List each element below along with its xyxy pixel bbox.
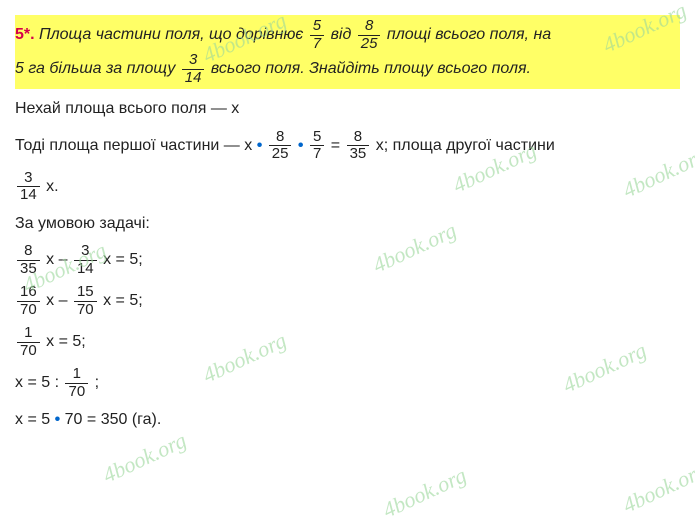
problem-text-3: площі всього поля, на xyxy=(387,26,551,43)
problem-text-5: всього поля. Знайдіть площу всього поля. xyxy=(211,60,531,77)
solution-line-1: Нехай площа всього поля — x xyxy=(15,96,680,122)
problem-text-4: 5 га більша за площу xyxy=(15,60,175,77)
equation-4: x = 5 : 1 70 ; xyxy=(15,366,680,400)
multiply-dot: • xyxy=(257,137,263,154)
equation-3: 1 70 x = 5; xyxy=(15,325,680,359)
frac-3-14-b: 3 14 xyxy=(17,170,40,204)
solution-line-2: Тоді площа першої частини — x • 8 25 • 5… xyxy=(15,129,680,163)
frac-8-35: 8 35 xyxy=(347,129,370,163)
frac-3-14-c: 3 14 xyxy=(74,243,97,277)
frac-8-25-b: 8 25 xyxy=(269,129,292,163)
frac-5-7: 5 7 xyxy=(310,18,324,52)
solution-line-4: За умовою задачі: xyxy=(15,211,680,237)
frac-3-14: 3 14 xyxy=(182,52,205,86)
multiply-dot: • xyxy=(298,137,304,154)
frac-1-70-b: 1 70 xyxy=(65,366,88,400)
problem-text-2: від xyxy=(331,26,352,43)
frac-15-70: 15 70 xyxy=(74,284,97,318)
equation-5: x = 5 • 70 = 350 (га). xyxy=(15,407,680,433)
watermark: 4book.org xyxy=(97,423,193,493)
frac-8-25: 8 25 xyxy=(358,18,381,52)
solution-line-3: 3 14 x. xyxy=(15,170,680,204)
watermark: 4book.org xyxy=(377,458,473,527)
equation-1: 8 35 x – 3 14 x = 5; xyxy=(15,243,680,277)
multiply-dot: • xyxy=(55,411,61,428)
equation-2: 16 70 x – 15 70 x = 5; xyxy=(15,284,680,318)
problem-number: 5*. xyxy=(15,26,35,43)
problem-statement: 5*. Площа частини поля, що дорівнює 5 7 … xyxy=(15,15,680,89)
frac-8-35-b: 8 35 xyxy=(17,243,40,277)
watermark: 4book.org xyxy=(617,453,695,523)
frac-1-70: 1 70 xyxy=(17,325,40,359)
problem-text-1: Площа частини поля, що дорівнює xyxy=(39,26,303,43)
frac-16-70: 16 70 xyxy=(17,284,40,318)
frac-5-7-b: 5 7 xyxy=(310,129,324,163)
